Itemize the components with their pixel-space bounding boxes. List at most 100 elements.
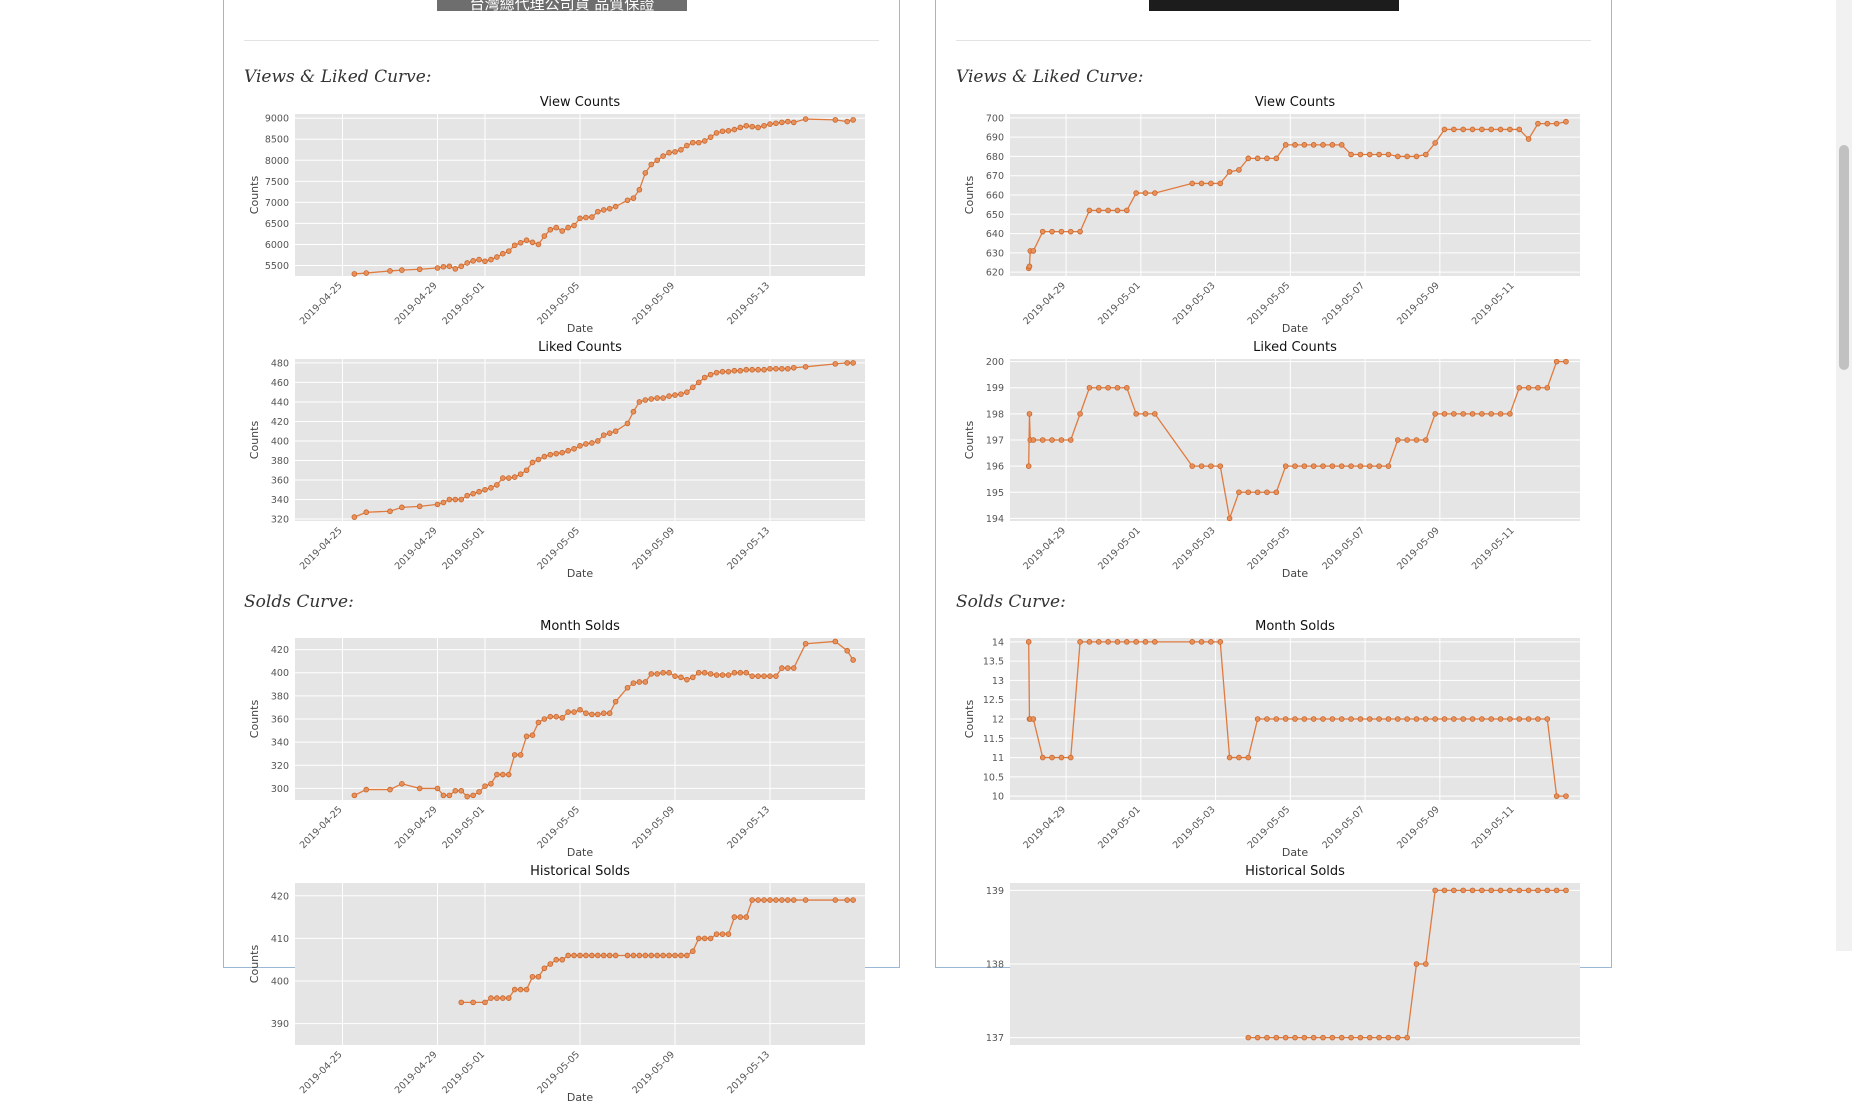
data-point [1105, 384, 1111, 391]
data-point [1039, 754, 1046, 761]
data-point [1394, 1034, 1401, 1041]
data-point [1563, 793, 1569, 799]
chart-title: Liked Counts [1253, 340, 1337, 355]
data-point [1292, 716, 1298, 722]
data-point [351, 271, 358, 277]
data-point [1404, 153, 1410, 160]
data-point [1404, 716, 1410, 722]
data-point [1217, 639, 1224, 645]
data-point [690, 674, 696, 681]
data-point [1320, 1034, 1326, 1041]
data-point [773, 897, 779, 903]
data-point [1469, 716, 1476, 722]
data-point [505, 995, 512, 1001]
data-point [1563, 887, 1569, 894]
data-point [351, 792, 358, 799]
data-point [1329, 463, 1336, 469]
data-point [701, 374, 708, 381]
banner-text: 台灣總代理公司貨 品質保證 [469, 0, 655, 11]
x-tick-label: 2019-04-29 [1021, 280, 1068, 327]
y-tick-label: 12.5 [983, 695, 1004, 706]
data-point [547, 226, 554, 233]
data-point [606, 710, 613, 717]
data-point [707, 671, 714, 677]
data-point [1469, 126, 1476, 133]
data-point [458, 263, 465, 270]
data-point [1049, 228, 1055, 235]
data-point [648, 671, 655, 677]
data-point [1310, 463, 1317, 469]
data-point [779, 119, 785, 126]
data-point [684, 676, 690, 683]
data-point [1404, 1034, 1410, 1041]
data-point [743, 669, 750, 676]
y-tick-label: 320 [271, 761, 289, 772]
data-point [482, 258, 488, 265]
data-point [1497, 126, 1504, 133]
data-point [1320, 142, 1326, 148]
data-point [743, 366, 750, 373]
data-point [713, 931, 720, 937]
data-point [1245, 1034, 1252, 1041]
data-point [470, 258, 476, 264]
data-point [1142, 639, 1149, 645]
scrollbar-thumb[interactable] [1839, 145, 1849, 370]
data-point [464, 260, 470, 266]
data-point [434, 785, 441, 792]
y-tick-label: 630 [986, 248, 1004, 259]
data-point [1413, 716, 1420, 722]
data-point [1124, 207, 1130, 214]
data-point [553, 713, 560, 720]
data-point [1479, 716, 1485, 722]
data-point [500, 250, 506, 257]
data-point [725, 368, 732, 375]
data-point [595, 711, 601, 718]
data-point [1105, 639, 1111, 645]
data-point [1497, 716, 1504, 722]
data-point [850, 360, 856, 366]
data-point [648, 952, 655, 959]
data-point [719, 128, 726, 135]
data-point [1544, 716, 1551, 722]
data-point [684, 952, 690, 959]
data-point [1329, 1034, 1336, 1041]
data-point [416, 785, 423, 792]
views-liked-section-title: Views & Liked Curve: [244, 67, 432, 87]
x-tick-label: 2019-05-11 [1470, 804, 1517, 851]
data-point [1413, 437, 1420, 443]
data-point [464, 492, 470, 499]
data-point [488, 995, 494, 1001]
data-point [517, 239, 524, 246]
x-tick-label: 2019-05-09 [630, 1049, 677, 1096]
data-point [713, 130, 720, 136]
data-point [654, 671, 660, 677]
data-point [755, 366, 761, 373]
data-point [1030, 437, 1037, 443]
data-point [701, 935, 708, 942]
x-tick-label: 2019-05-01 [1096, 804, 1143, 851]
data-point [1026, 411, 1033, 417]
y-tick-label: 320 [271, 515, 289, 526]
data-point [547, 961, 554, 967]
data-point [773, 120, 779, 127]
x-tick-label: 2019-05-07 [1320, 525, 1367, 572]
data-point [1086, 639, 1093, 645]
data-point [654, 952, 660, 959]
chart-title: Liked Counts [538, 340, 622, 355]
data-point [666, 393, 672, 399]
solds-section-title: Solds Curve: [244, 592, 354, 612]
data-point [832, 638, 839, 645]
data-point [1338, 716, 1345, 722]
data-point [541, 965, 548, 972]
data-point [1282, 142, 1289, 148]
data-point [494, 995, 500, 1001]
data-point [1030, 248, 1037, 254]
data-point [1226, 515, 1233, 522]
data-point [589, 440, 595, 446]
data-point [1124, 639, 1130, 645]
data-point [541, 233, 548, 239]
data-point [1366, 1034, 1373, 1041]
data-point [1432, 716, 1438, 722]
data-point [779, 665, 785, 671]
page-scrollbar[interactable] [1836, 0, 1852, 951]
